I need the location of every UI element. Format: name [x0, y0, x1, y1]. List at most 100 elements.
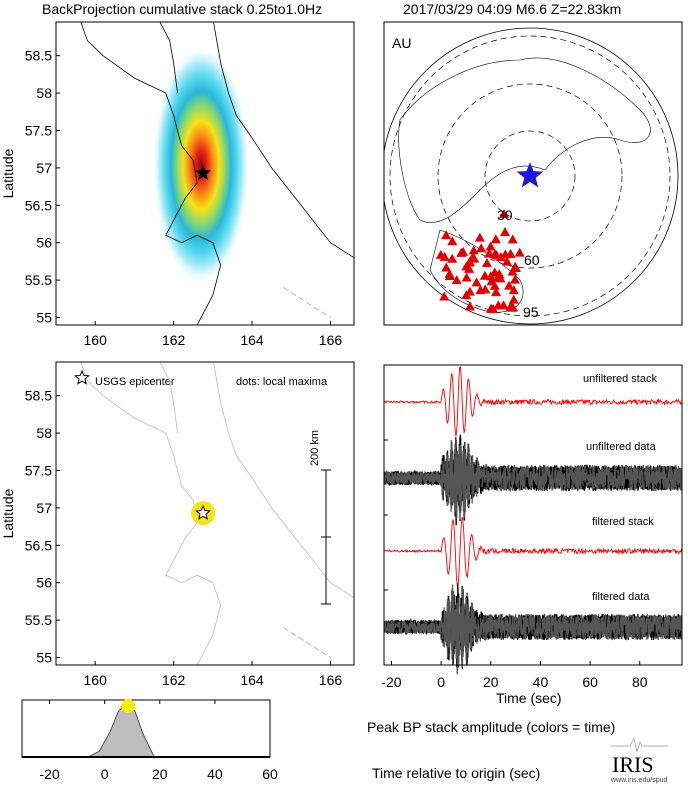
data-trace: [383, 584, 683, 674]
landmass-asia: [398, 57, 651, 223]
peak-amplitude-area: [22, 702, 270, 758]
distance-label-30: 30: [497, 207, 513, 223]
scale-bar-label: 200 km: [309, 430, 321, 466]
station-map-label: AU: [392, 35, 411, 51]
y-tick-label: 56: [36, 235, 52, 251]
station-triangle: [498, 300, 509, 310]
station-triangle: [480, 284, 491, 294]
station-triangle: [461, 272, 472, 282]
title-right: 2017/03/29 04:09 M6.6 Z=22.83km: [403, 1, 621, 17]
iris-logo: IRIS www.iris.edu/spud: [610, 736, 668, 784]
station-triangle: [447, 236, 458, 246]
data-trace: [383, 441, 683, 520]
x-tick-label: 20: [483, 674, 499, 690]
coastline-east: [213, 22, 354, 259]
map-content: [80, 22, 354, 325]
x-tick-label: -20: [39, 766, 59, 782]
station-triangle: [471, 277, 482, 287]
x-tick-label: 164: [240, 332, 264, 348]
x-tick-label: 40: [207, 766, 223, 782]
x-tick-label: 60: [262, 766, 278, 782]
epicenter-star: [516, 162, 544, 188]
y-tick-label: 57: [36, 160, 52, 176]
y-tick-label: 56.5: [25, 537, 52, 553]
station-triangle: [486, 276, 497, 286]
y-tick-label: 58: [36, 85, 52, 101]
station-triangle: [481, 258, 492, 268]
station-triangle: [504, 280, 515, 290]
stack-amplitude-heatmap: [153, 47, 250, 284]
coastline: [80, 22, 222, 325]
border-line: [283, 627, 331, 658]
x-tick-label: 166: [319, 672, 343, 688]
x-tick-label: 162: [162, 332, 186, 348]
x-tick-label: 160: [84, 672, 108, 688]
x-tick-label: 164: [240, 672, 264, 688]
border-line: [283, 287, 331, 318]
y-tick-label: 55.5: [25, 272, 52, 288]
y-tick-label: 56.5: [25, 197, 52, 213]
station-triangle: [507, 234, 518, 244]
x-tick-label: 40: [533, 674, 549, 690]
y-tick-label: 55.5: [25, 612, 52, 628]
station-triangle: [485, 241, 496, 251]
y-axis-label: Latitude: [0, 488, 16, 538]
y-tick-label: 57: [36, 500, 52, 516]
stack-trace: [383, 366, 683, 437]
y-tick-label: 56: [36, 575, 52, 591]
station-map-frame: [383, 21, 683, 326]
y-tick-label: 58.5: [25, 388, 52, 404]
y-axis-label: Latitude: [0, 148, 16, 198]
iris-logo-url: www.iris.edu/spud: [610, 777, 668, 784]
station-triangle: [511, 263, 521, 272]
station-triangle: [439, 291, 450, 301]
coastline-east: [213, 362, 354, 599]
station-triangle: [485, 303, 496, 313]
label-unfiltered-stack: unfiltered stack: [583, 373, 657, 385]
title-left: BackProjection cumulative stack 0.25to1.…: [42, 1, 322, 17]
y-tick-label: 55: [36, 310, 52, 326]
distance-label-60: 60: [524, 252, 540, 268]
map-frame: [55, 361, 355, 666]
station-triangle: [489, 280, 500, 290]
distance-ring: [389, 35, 671, 317]
station-triangle: [461, 261, 472, 271]
station-triangle: [505, 302, 516, 312]
waveform-xlabel: Time (sec): [496, 690, 562, 706]
station-triangle: [441, 262, 452, 272]
station-triangle: [501, 256, 512, 266]
epicenter-star: [195, 504, 211, 520]
x-tick-label: 0: [101, 766, 109, 782]
x-tick-label: 60: [582, 674, 598, 690]
legend-dots: dots: local maxima: [236, 376, 328, 388]
distance-label-95: 95: [523, 304, 539, 320]
station-triangle: [468, 245, 479, 255]
station-triangle: [476, 243, 487, 253]
station-triangle: [491, 287, 502, 297]
station-map: AU 30 60 95: [383, 21, 683, 326]
station-triangle: [441, 230, 452, 240]
station-triangle: [464, 286, 475, 296]
station-triangle: [485, 271, 496, 281]
station-triangle: [490, 249, 501, 259]
x-tick-label: 0: [437, 674, 445, 690]
label-filtered-stack: filtered stack: [592, 516, 654, 528]
station-triangle: [464, 301, 475, 311]
station-triangle: [495, 252, 506, 262]
stack-trace: [383, 516, 683, 588]
distance-ring: [484, 130, 576, 222]
peak-amplitude-xlabel: Time relative to origin (sec): [372, 765, 540, 781]
x-tick-label: 80: [632, 674, 648, 690]
station-triangle: [494, 269, 505, 279]
coastline-north: [159, 22, 178, 94]
x-tick-label: 160: [84, 332, 108, 348]
label-filtered-data: filtered data: [592, 591, 650, 603]
peak-amplitude: Peak BP stack amplitude (colors = time) …: [21, 699, 615, 782]
station-triangle: [514, 247, 525, 257]
local-maxima-map: USGS epicenter dots: local maxima 200 km…: [0, 361, 355, 688]
y-tick-label: 57.5: [25, 122, 52, 138]
station-triangle: [508, 294, 519, 304]
x-tick-label: 166: [319, 332, 343, 348]
station-map-content: [384, 27, 679, 325]
